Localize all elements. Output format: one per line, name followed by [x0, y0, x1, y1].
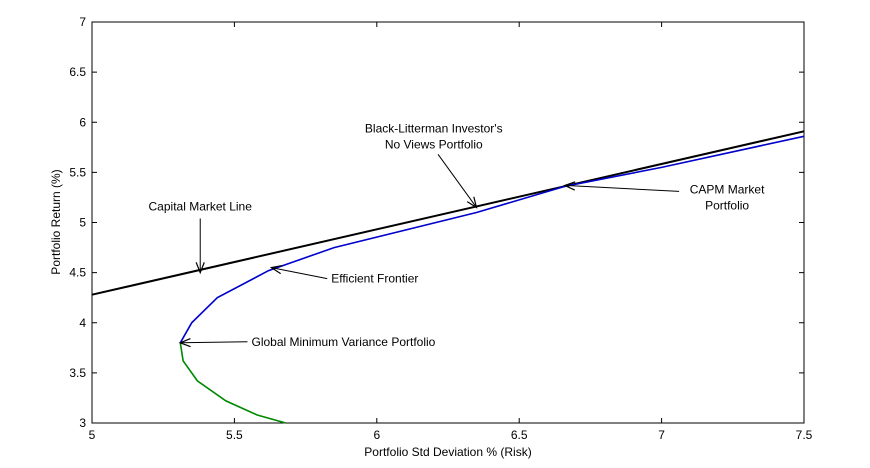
y-tick-label: 3.5 [69, 366, 86, 380]
annotation-arrow-shaft [180, 341, 248, 344]
annotation-arrow-head [195, 262, 205, 275]
annotation-arrow-head [178, 338, 191, 348]
series-line-1 [179, 135, 805, 344]
x-axis-label: Portfolio Std Deviation % (Risk) [364, 445, 531, 459]
y-tick-label: 7 [79, 15, 86, 29]
annotation-arrow-shaft [271, 267, 328, 280]
annotation-text: CAPM Market [690, 182, 765, 196]
annotation-arrow-shaft [564, 184, 680, 192]
annotation-text: Black-Litterman Investor's [365, 121, 503, 135]
annotation-arrow-head [466, 196, 478, 209]
y-tick-label: 6.5 [69, 65, 86, 79]
y-tick-label: 6 [79, 115, 86, 129]
y-tick-label: 3 [79, 416, 86, 430]
y-tick-label: 4 [79, 316, 86, 330]
x-tick-label: 6 [373, 428, 380, 442]
plot-area [91, 21, 805, 424]
y-tick-label: 5.5 [69, 165, 86, 179]
series-layer [91, 130, 805, 424]
x-tick-label: 5 [89, 428, 96, 442]
annotation-text-line2: Portfolio [705, 198, 749, 212]
series-line-0 [91, 130, 805, 296]
annotation-arrow-shaft [437, 153, 477, 208]
y-tick-label: 5 [79, 216, 86, 230]
x-tick-label: 6.5 [511, 428, 528, 442]
annotation-text-line2: No Views Portfolio [385, 137, 483, 151]
annotation-arrow-head [269, 265, 283, 275]
series-line-2 [179, 342, 286, 424]
annotation-text: Capital Market Line [149, 199, 253, 213]
annotation-text: Global Minimum Variance Portfolio [251, 335, 435, 349]
annotation-arrow-head [563, 181, 576, 191]
annotation-text: Efficient Frontier [331, 272, 418, 286]
y-tick-label: 4.5 [69, 266, 86, 280]
y-axis-label: Portfolio Return (%) [49, 169, 63, 274]
x-tick-label: 7 [658, 428, 665, 442]
tick-layer: 5 5.5 6 6.5 7 7.5 3 3.5 4 4.5 5 5.5 6 6.5 7 [69, 15, 812, 442]
x-tick-label: 5.5 [226, 428, 243, 442]
annotation-layer: Capital Market Line Black-Litterman Inves… [149, 121, 766, 349]
x-tick-label: 7.5 [796, 428, 813, 442]
